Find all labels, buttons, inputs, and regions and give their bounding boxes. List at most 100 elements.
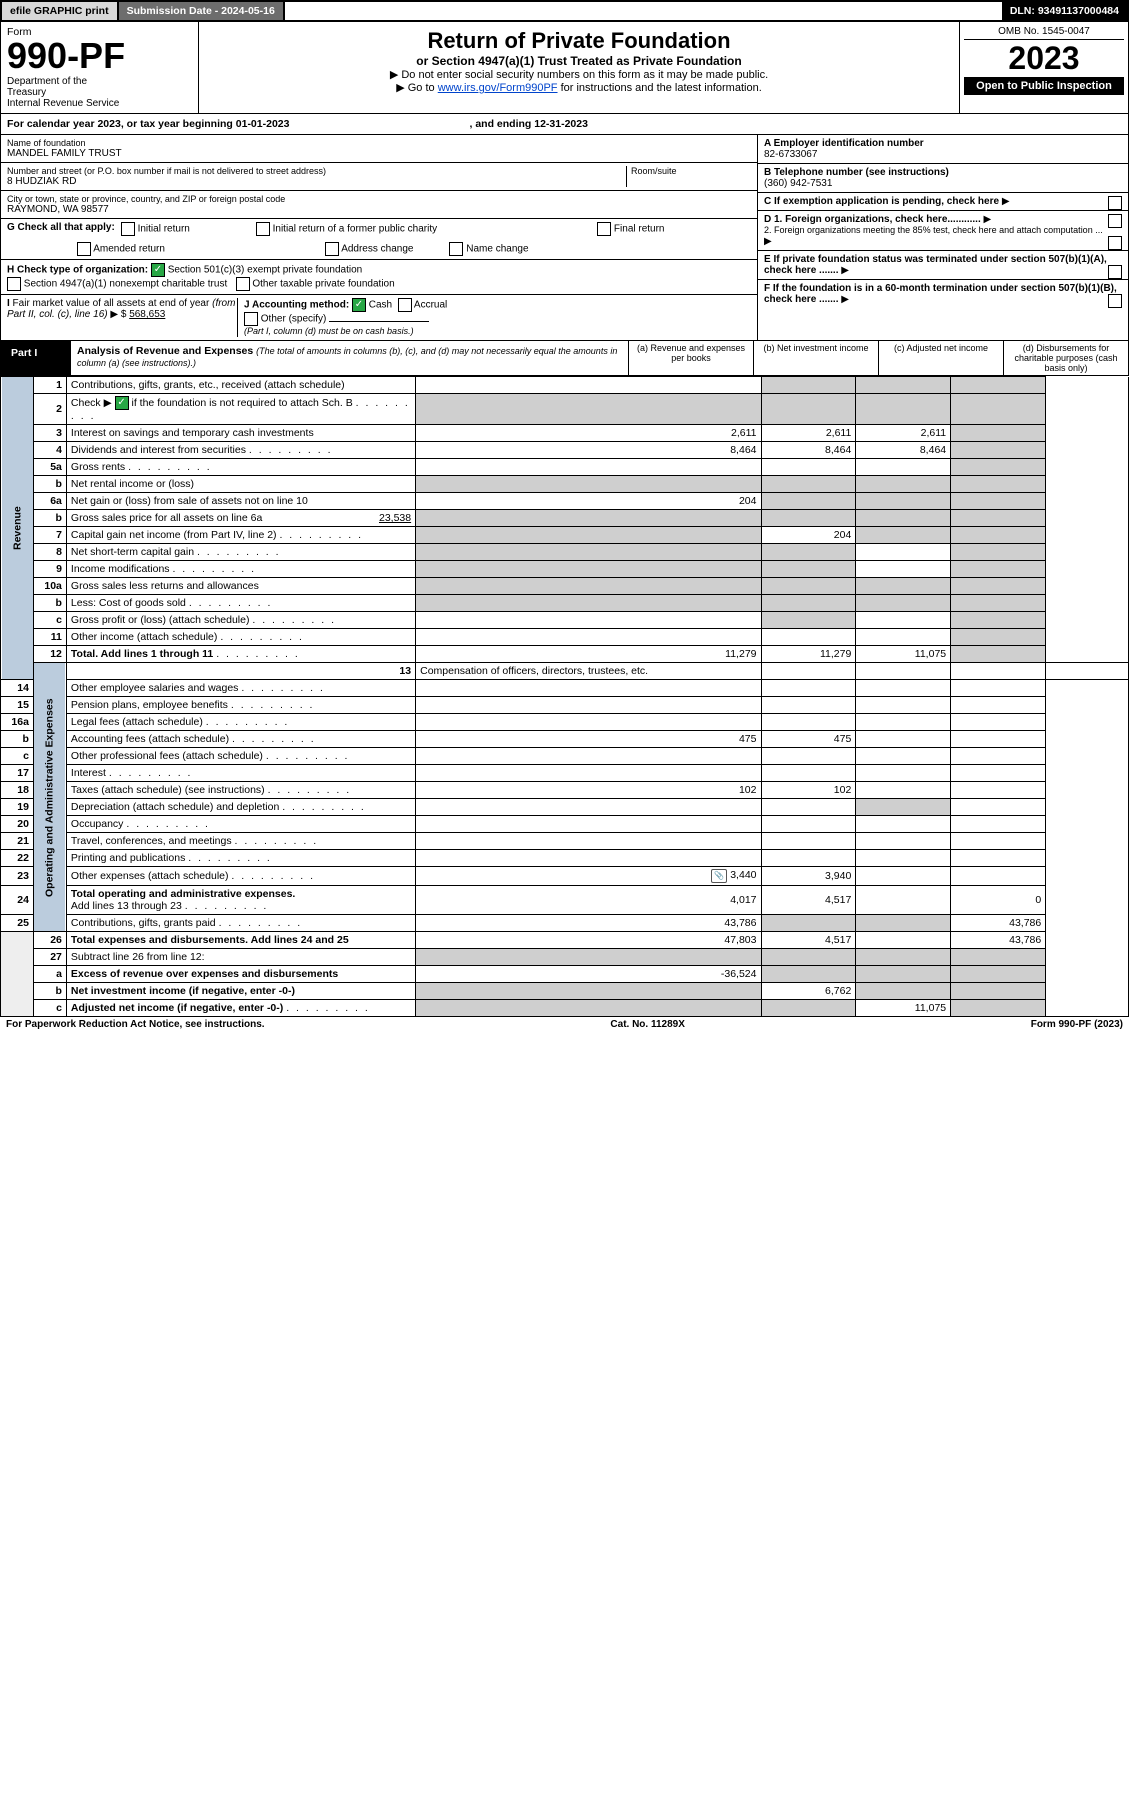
- row-25: Contributions, gifts, grants paid: [66, 915, 415, 932]
- row-22: Printing and publications: [66, 850, 415, 867]
- row-17: Interest: [66, 765, 415, 782]
- foot-left: For Paperwork Reduction Act Notice, see …: [6, 1019, 265, 1030]
- addr-label: Number and street (or P.O. box number if…: [7, 166, 626, 176]
- row-10c: Gross profit or (loss) (attach schedule): [66, 612, 415, 629]
- chk-amended[interactable]: [77, 242, 91, 256]
- room-label: Room/suite: [631, 166, 751, 176]
- c-label: C If exemption application is pending, c…: [764, 196, 999, 207]
- chk-501c3[interactable]: [151, 263, 165, 277]
- row-10b: Less: Cost of goods sold: [66, 595, 415, 612]
- chk-name[interactable]: [449, 242, 463, 256]
- street-address: 8 HUDZIAK RD: [7, 176, 626, 187]
- row-27: Subtract line 26 from line 12:: [66, 949, 415, 966]
- d2-label: 2. Foreign organizations meeting the 85%…: [764, 225, 1103, 235]
- j-label: J Accounting method:: [244, 300, 349, 311]
- form-header: Form 990-PF Department of theTreasuryInt…: [0, 22, 1129, 114]
- row-6b: Gross sales price for all assets on line…: [66, 510, 415, 527]
- row-27a: Excess of revenue over expenses and disb…: [66, 966, 415, 983]
- row-6a: Net gain or (loss) from sale of assets n…: [66, 493, 415, 510]
- row-14: Other employee salaries and wages: [66, 680, 415, 697]
- row-5a: Gross rents: [66, 459, 415, 476]
- row-10a: Gross sales less returns and allowances: [66, 578, 415, 595]
- chk-4947[interactable]: [7, 277, 21, 291]
- j-note: (Part I, column (d) must be on cash basi…: [244, 326, 414, 336]
- part1-tag: Part I: [1, 341, 71, 375]
- attachment-icon[interactable]: 📎: [711, 869, 727, 883]
- dept-treasury: Department of theTreasuryInternal Revenu…: [7, 76, 192, 109]
- row-8: Net short-term capital gain: [66, 544, 415, 561]
- entity-info: Name of foundation MANDEL FAMILY TRUST N…: [0, 135, 1129, 341]
- foundation-name: MANDEL FAMILY TRUST: [7, 148, 751, 159]
- phone: (360) 942-7531: [764, 178, 832, 189]
- row-4: Dividends and interest from securities: [66, 442, 415, 459]
- row-11: Other income (attach schedule): [66, 629, 415, 646]
- row-21: Travel, conferences, and meetings: [66, 833, 415, 850]
- chk-d1[interactable]: [1108, 214, 1122, 228]
- ein: 82-6733067: [764, 149, 817, 160]
- row-26: Total expenses and disbursements. Add li…: [66, 932, 415, 949]
- expenses-label: Operating and Administrative Expenses: [33, 663, 66, 932]
- fmv-value: 568,653: [129, 309, 165, 320]
- name-label: Name of foundation: [7, 138, 751, 148]
- row-16b: Accounting fees (attach schedule): [66, 731, 415, 748]
- row-27b: Net investment income (if negative, ente…: [66, 983, 415, 1000]
- chk-f[interactable]: [1108, 294, 1122, 308]
- col-d: (d) Disbursements for charitable purpose…: [1004, 341, 1128, 375]
- chk-cash[interactable]: [352, 298, 366, 312]
- chk-final[interactable]: [597, 222, 611, 236]
- chk-initial-public[interactable]: [256, 222, 270, 236]
- row-7: Capital gain net income (from Part IV, l…: [66, 527, 415, 544]
- open-inspection: Open to Public Inspection: [964, 77, 1124, 95]
- f-label: F If the foundation is in a 60-month ter…: [764, 283, 1117, 305]
- row-27c: Adjusted net income (if negative, enter …: [66, 1000, 415, 1017]
- row-16c: Other professional fees (attach schedule…: [66, 748, 415, 765]
- instr-1: ▶ Do not enter social security numbers o…: [205, 68, 953, 81]
- form-title: Return of Private Foundation: [205, 28, 953, 54]
- chk-other-tax[interactable]: [236, 277, 250, 291]
- city-label: City or town, state or province, country…: [7, 194, 751, 204]
- instr-2: ▶ Go to www.irs.gov/Form990PF for instru…: [205, 81, 953, 94]
- top-bar: efile GRAPHIC print Submission Date - 20…: [0, 0, 1129, 22]
- part1-table: Revenue 1Contributions, gifts, grants, e…: [0, 376, 1129, 1017]
- row-20: Occupancy: [66, 816, 415, 833]
- row-15: Pension plans, employee benefits: [66, 697, 415, 714]
- irs-link[interactable]: www.irs.gov/Form990PF: [438, 82, 558, 94]
- form-subtitle: or Section 4947(a)(1) Trust Treated as P…: [205, 54, 953, 68]
- row-24: Total operating and administrative expen…: [66, 886, 415, 915]
- part1-title: Analysis of Revenue and Expenses: [77, 345, 253, 357]
- col-c: (c) Adjusted net income: [879, 341, 1004, 375]
- calendar-year: For calendar year 2023, or tax year begi…: [0, 114, 1129, 135]
- chk-initial[interactable]: [121, 222, 135, 236]
- chk-schb[interactable]: [115, 396, 129, 410]
- row-1: Contributions, gifts, grants, etc., rece…: [66, 377, 415, 394]
- submission-date: Submission Date - 2024-05-16: [119, 2, 285, 20]
- revenue-label: Revenue: [1, 377, 34, 680]
- omb: OMB No. 1545-0047: [964, 26, 1124, 40]
- col-b: (b) Net investment income: [754, 341, 879, 375]
- row-5b: Net rental income or (loss): [66, 476, 415, 493]
- h-label: H Check type of organization:: [7, 265, 148, 276]
- row-16a: Legal fees (attach schedule): [66, 714, 415, 731]
- part1-header: Part I Analysis of Revenue and Expenses …: [0, 341, 1129, 376]
- chk-address[interactable]: [325, 242, 339, 256]
- chk-e[interactable]: [1108, 265, 1122, 279]
- efile-print[interactable]: efile GRAPHIC print: [2, 2, 119, 20]
- e-label: E If private foundation status was termi…: [764, 254, 1107, 276]
- row-2: Check ▶ if the foundation is not require…: [66, 394, 415, 425]
- row-13: Compensation of officers, directors, tru…: [416, 663, 761, 680]
- i-label: I: [7, 298, 10, 309]
- tax-year: 2023: [964, 40, 1124, 77]
- chk-accrual[interactable]: [398, 298, 412, 312]
- chk-d2[interactable]: [1108, 236, 1122, 250]
- form-number: 990-PF: [7, 38, 192, 74]
- foot-right: Form 990-PF (2023): [1031, 1019, 1123, 1030]
- row-18: Taxes (attach schedule) (see instruction…: [66, 782, 415, 799]
- chk-c[interactable]: [1108, 196, 1122, 210]
- d1-label: D 1. Foreign organizations, check here..…: [764, 214, 981, 225]
- foot-mid: Cat. No. 11289X: [610, 1019, 684, 1030]
- row-9: Income modifications: [66, 561, 415, 578]
- chk-other-acct[interactable]: [244, 312, 258, 326]
- g-label: G Check all that apply:: [7, 222, 115, 236]
- row-12: Total. Add lines 1 through 11: [66, 646, 415, 663]
- a-label: A Employer identification number: [764, 138, 924, 149]
